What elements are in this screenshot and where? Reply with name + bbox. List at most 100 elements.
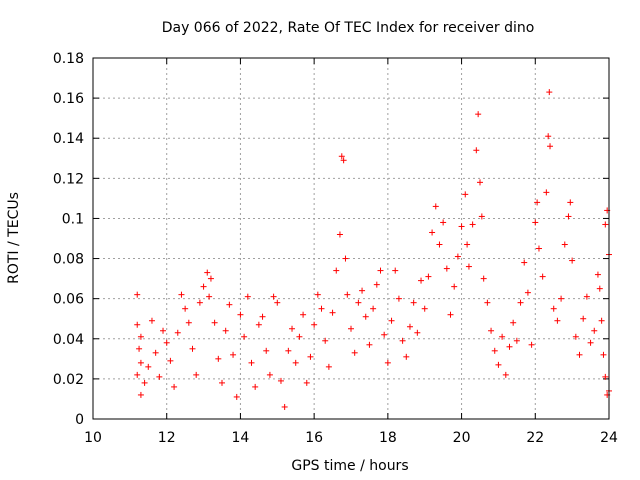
scatter-point [524, 289, 531, 296]
scatter-point [469, 221, 476, 228]
scatter-point [587, 339, 594, 346]
grid-layer [93, 58, 609, 419]
scatter-point [289, 325, 296, 332]
scatter-point [340, 157, 347, 164]
scatter-point [591, 327, 598, 334]
tick-layer: 10 12 14 16 18 20 22 24 0 0.02 0.04 0.06 0.08 0.1 0.12… [53, 51, 618, 446]
scatter-point [136, 345, 143, 352]
scatter-point [322, 337, 329, 344]
x-tick-label: 20 [453, 430, 471, 446]
scatter-point [377, 267, 384, 274]
scatter-point [359, 287, 366, 294]
scatter-point [517, 299, 524, 306]
x-tick-label: 14 [232, 430, 250, 446]
scatter-point [342, 255, 349, 262]
scatter-point [333, 267, 340, 274]
scatter-point [134, 291, 141, 298]
scatter-point [338, 153, 345, 160]
scatter-point [178, 291, 185, 298]
x-axis-label: GPS time / hours [291, 458, 408, 474]
scatter-point [167, 357, 174, 364]
scatter-point [230, 351, 237, 358]
scatter-point [484, 299, 491, 306]
scatter-point [141, 379, 148, 386]
scatter-point [207, 275, 214, 282]
y-tick-label: 0.08 [53, 252, 84, 268]
scatter-point [583, 293, 590, 300]
scatter-point [255, 321, 262, 328]
scatter-point [219, 379, 225, 386]
scatter-point [193, 371, 200, 378]
scatter-point [480, 275, 487, 282]
scatter-point [196, 299, 203, 306]
scatter-point [300, 311, 307, 318]
scatter-point [558, 295, 565, 302]
scatter-point [226, 301, 233, 308]
scatter-point [602, 373, 609, 380]
scatter-point [270, 293, 277, 300]
scatter-point [596, 285, 603, 292]
scatter-point [395, 295, 402, 302]
scatter-point [572, 333, 579, 340]
scatter-point [547, 143, 554, 150]
scatter-point [351, 349, 358, 356]
scatter-point [528, 341, 535, 348]
scatter-point [222, 327, 229, 334]
scatter-point [303, 379, 310, 386]
scatter-point [475, 111, 482, 118]
scatter-point [259, 313, 266, 320]
scatter-point [156, 373, 163, 380]
scatter-point [182, 305, 189, 312]
scatter-point [263, 347, 270, 354]
chart-title: Day 066 of 2022, Rate Of TEC Index for r… [162, 20, 535, 36]
scatter-point [366, 341, 373, 348]
y-tick-label: 0.02 [53, 372, 84, 388]
scatter-point [510, 319, 517, 326]
x-tick-label: 18 [379, 430, 397, 446]
scatter-point [462, 191, 469, 198]
scatter-point [473, 147, 480, 154]
scatter-point [569, 257, 576, 264]
scatter-point [215, 355, 222, 362]
scatter-point [373, 281, 380, 288]
scatter-point [521, 259, 528, 266]
scatter-point [576, 351, 583, 358]
scatter-point [418, 277, 425, 284]
scatter-point [506, 343, 513, 350]
scatter-point [285, 347, 292, 354]
scatter-point [477, 179, 483, 186]
scatter-point [241, 333, 248, 340]
scatter-point [134, 371, 141, 378]
scatter-point [425, 273, 432, 280]
scatter-point [370, 305, 377, 312]
scatter-point [134, 321, 141, 328]
scatter-point [432, 203, 439, 210]
scatter-point [429, 229, 436, 236]
scatter-point [381, 331, 388, 338]
scatter-point [384, 359, 391, 366]
scatter-point [443, 265, 450, 272]
y-axis-label: ROTI / TECUs [6, 192, 22, 284]
scatter-point [458, 223, 465, 230]
scatter-point [329, 309, 336, 316]
scatter-point [546, 89, 553, 96]
scatter-point [567, 199, 574, 206]
scatter-point [447, 311, 454, 318]
scatter-point [200, 283, 207, 290]
y-tick-label: 0.1 [62, 211, 84, 227]
x-tick-label: 12 [158, 430, 176, 446]
scatter-point [565, 213, 572, 220]
scatter-point [545, 133, 552, 140]
scatter-point [137, 359, 144, 366]
y-tick-label: 0.04 [53, 332, 84, 348]
scatter-point [491, 347, 498, 354]
scatter-point [454, 253, 461, 260]
y-tick-label: 0.06 [53, 292, 84, 308]
scatter-point [292, 359, 299, 366]
scatter-point [211, 319, 218, 326]
scatter-point [440, 219, 447, 226]
scatter-point [600, 351, 607, 358]
y-tick-label: 0.12 [53, 171, 84, 187]
scatter-point [163, 339, 170, 346]
